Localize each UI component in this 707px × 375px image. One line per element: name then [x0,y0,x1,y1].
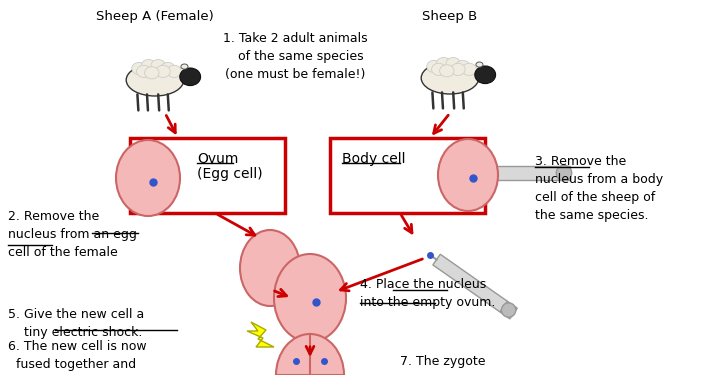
Ellipse shape [180,68,201,86]
Ellipse shape [181,64,188,69]
Text: Body cell: Body cell [342,152,406,166]
Ellipse shape [127,64,184,96]
Ellipse shape [476,62,483,67]
Text: 7. The zygote: 7. The zygote [400,355,486,368]
Text: 6. The new cell is now
  fused together and
  the cell begins to: 6. The new cell is now fused together an… [8,340,146,375]
FancyBboxPatch shape [130,138,285,213]
Ellipse shape [160,62,175,75]
Polygon shape [247,322,274,347]
Ellipse shape [436,57,451,70]
Ellipse shape [276,334,344,375]
Ellipse shape [132,62,146,75]
Ellipse shape [440,65,454,77]
Text: 3. Remove the
nucleus from a body
cell of the sheep of
the same species.: 3. Remove the nucleus from a body cell o… [535,155,663,222]
Text: Ovum: Ovum [197,152,238,166]
Ellipse shape [455,60,470,72]
Ellipse shape [475,66,496,84]
Text: 2. Remove the
nucleus from an egg
cell of the female: 2. Remove the nucleus from an egg cell o… [8,210,137,259]
Text: Sheep A (Female): Sheep A (Female) [96,10,214,23]
Ellipse shape [556,165,572,181]
Ellipse shape [151,60,165,72]
Ellipse shape [274,254,346,342]
Text: Sheep B: Sheep B [422,10,478,23]
Polygon shape [500,301,518,319]
Text: 1. Take 2 adult animals
   of the same species
(one must be female!): 1. Take 2 adult animals of the same spec… [223,32,368,81]
Ellipse shape [141,60,156,72]
Ellipse shape [462,63,477,75]
Ellipse shape [116,140,180,216]
FancyBboxPatch shape [330,138,485,213]
Text: 4. Place the nucleus
into the empty ovum.: 4. Place the nucleus into the empty ovum… [360,278,496,309]
Polygon shape [433,254,508,312]
Ellipse shape [431,63,446,75]
Ellipse shape [145,67,159,79]
Polygon shape [476,166,558,180]
Ellipse shape [501,303,516,317]
Ellipse shape [421,62,479,94]
Ellipse shape [451,63,465,75]
Ellipse shape [167,65,182,78]
Text: (Egg cell): (Egg cell) [197,167,262,181]
Ellipse shape [446,57,460,70]
Polygon shape [558,166,570,180]
Ellipse shape [438,139,498,211]
Ellipse shape [427,60,441,72]
Ellipse shape [156,65,170,78]
Ellipse shape [240,230,300,306]
Ellipse shape [136,65,151,78]
Text: 5. Give the new cell a
    tiny electric shock.: 5. Give the new cell a tiny electric sho… [8,308,144,339]
